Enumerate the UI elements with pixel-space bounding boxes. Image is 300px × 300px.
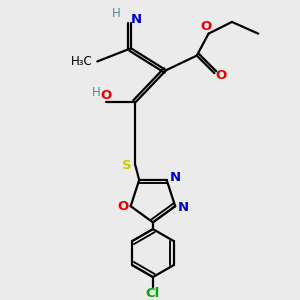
Text: O: O (200, 20, 211, 33)
Text: H₃C: H₃C (71, 55, 93, 68)
Text: Cl: Cl (146, 287, 160, 300)
Text: O: O (215, 69, 226, 82)
Text: H: H (92, 86, 100, 99)
Text: S: S (122, 159, 132, 172)
Text: H: H (112, 7, 121, 20)
Text: N: N (169, 171, 180, 184)
Text: O: O (118, 200, 129, 213)
Text: O: O (100, 89, 112, 103)
Text: N: N (178, 201, 189, 214)
Text: N: N (131, 14, 142, 26)
